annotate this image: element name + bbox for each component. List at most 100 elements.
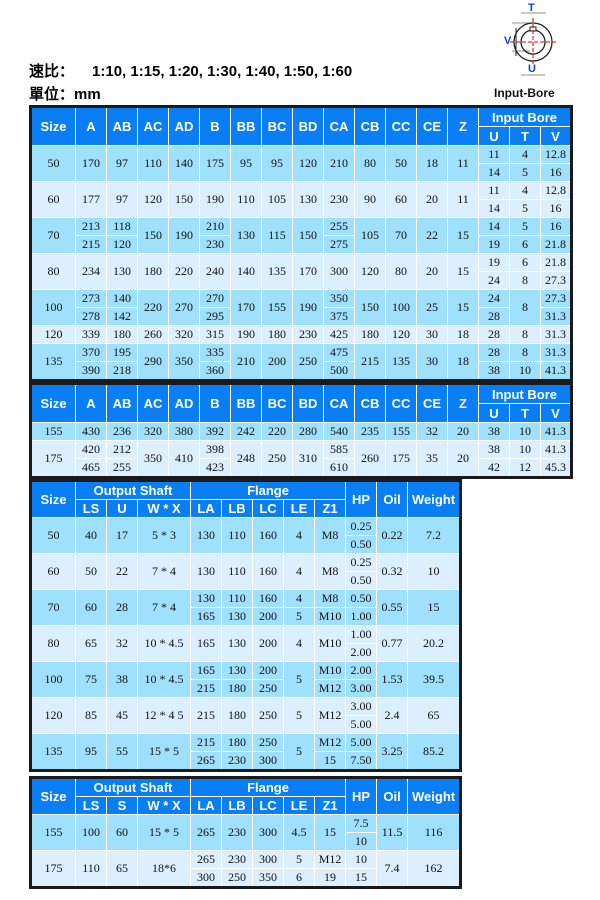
table-cell: 15	[407, 589, 462, 626]
column-header: BB	[230, 383, 262, 423]
table-cell: 0.25	[345, 553, 378, 572]
column-header: Size	[30, 777, 76, 815]
table-cell: 190	[230, 325, 262, 344]
column-header: HP	[345, 777, 378, 815]
table-cell: 180	[354, 325, 386, 344]
table-cell: 32	[416, 422, 448, 441]
table-cell: 12 * 4 5	[136, 697, 192, 734]
table-row: 70 213 118 150 190 210 130 115 150 255 105 70 22 15 14…	[30, 217, 573, 254]
speed-ratio: 速比： 1:10, 1:15, 1:20, 1:30, 1:40, 1:50, 1…	[29, 60, 352, 81]
table-cell: 180	[221, 733, 254, 752]
table-cell: 350	[323, 289, 355, 308]
table-cell: 14	[478, 199, 510, 218]
table-cell: 175	[30, 850, 76, 888]
table-cell: 15	[314, 814, 347, 851]
table-cell: 14	[478, 217, 510, 236]
column-header: Size	[30, 383, 76, 423]
column-group-header: Flange	[190, 777, 347, 797]
table-cell: 4	[509, 181, 541, 200]
table-cell: 5	[509, 199, 541, 218]
table-cell: 195	[106, 343, 138, 362]
table-cell: 255	[106, 458, 138, 478]
column-group-header: Input Bore	[477, 383, 573, 404]
table-cell: 20	[447, 440, 479, 478]
table-cell: 10	[509, 440, 541, 459]
table-cell: 100	[30, 661, 76, 698]
table-row: 135 95 55 15 * 5 215 180 250 5 M12 5.00 3.25 85.2	[30, 733, 462, 771]
column-header: U	[106, 499, 138, 518]
column-group-header: Input Bore	[477, 106, 573, 127]
subheader-row: LS U W * X LA LB LC LE Z1	[31, 499, 461, 518]
table-cell: 110	[75, 850, 107, 888]
table-cell: 177	[75, 181, 107, 218]
table-cell: 0.50	[345, 571, 378, 590]
table-cell: 120	[30, 697, 76, 734]
table-cell: 31.3	[539, 343, 573, 362]
table-cell: 21.8	[539, 253, 573, 272]
column-header: BD	[292, 106, 324, 146]
table-cell: 175	[199, 145, 231, 182]
table-cell: 230	[292, 325, 324, 344]
table-cell: 250	[221, 868, 254, 888]
table-cell: 12.8	[539, 145, 573, 164]
table-cell: 24	[478, 271, 510, 290]
column-header: Weight	[407, 480, 462, 518]
table-cell: 7 * 4	[136, 553, 192, 590]
table-cell: 7.50	[345, 751, 378, 771]
column-header: HP	[345, 480, 378, 518]
table-cell: 19	[478, 235, 510, 254]
column-header: LC	[252, 499, 285, 518]
column-header: BB	[230, 106, 262, 146]
table-cell: 41.3	[539, 361, 573, 381]
table-cell: 15 * 5	[136, 814, 192, 851]
table-row: 465 255 423 610 42 12 45.3	[31, 458, 573, 478]
table-cell: 22	[106, 553, 138, 590]
speed-ratio-label: 速比：	[29, 63, 75, 80]
table-cell: 8	[509, 343, 541, 362]
table-cell: 15 * 5	[136, 733, 192, 771]
column-header: W * X	[136, 499, 192, 518]
table-cell: 370	[75, 343, 107, 362]
table-cell: 242	[230, 422, 262, 441]
table-cell: 170	[292, 253, 324, 290]
table-cell: 130	[190, 589, 223, 608]
table-cell: 160	[252, 553, 285, 590]
table-cell: 200	[252, 625, 285, 662]
table-cell: 398	[199, 440, 231, 459]
table-cell: 265	[190, 751, 223, 771]
table-cell: 165	[190, 661, 223, 680]
column-header: AB	[106, 106, 138, 146]
table-cell: 5	[283, 661, 316, 698]
table-cell: 150	[137, 217, 169, 254]
table-cell: 213	[75, 217, 107, 236]
table-cell: 375	[323, 307, 355, 326]
column-header: CA	[323, 383, 355, 423]
table-cell: 250	[261, 440, 293, 478]
table-cell: 295	[199, 307, 231, 326]
table-cell: 320	[168, 325, 200, 344]
table-cell: 165	[190, 625, 223, 662]
table-cell: 215	[190, 733, 223, 752]
table-cell: 39.5	[407, 661, 462, 698]
table-cell: 155	[261, 289, 293, 326]
table-row: 265 230 300 15 7.50	[31, 751, 461, 771]
table-cell: 15	[447, 253, 479, 290]
table-cell: 585	[323, 440, 355, 459]
column-header: LA	[190, 796, 223, 815]
keyed-bore-icon: T V U	[504, 2, 556, 76]
table-cell: 130	[106, 253, 138, 290]
table-cell: 15	[345, 868, 378, 888]
table-cell: 234	[75, 253, 107, 290]
table-row: 100 75 38 10 * 4.5 165 130 200 5 M10 2.00 1.53 39.5	[30, 661, 462, 698]
table-cell: 500	[323, 361, 355, 381]
svg-text:V: V	[504, 35, 512, 47]
table-cell: 212	[106, 440, 138, 459]
table-cell: 190	[199, 181, 231, 218]
table-cell: 18	[447, 343, 479, 381]
table-cell: 15	[314, 751, 347, 771]
unit-value: mm	[74, 86, 101, 103]
table-cell: 38	[478, 440, 510, 459]
column-header: Z1	[314, 796, 347, 815]
table-cell: 4.5	[283, 814, 316, 851]
table-cell: 18	[447, 325, 479, 344]
